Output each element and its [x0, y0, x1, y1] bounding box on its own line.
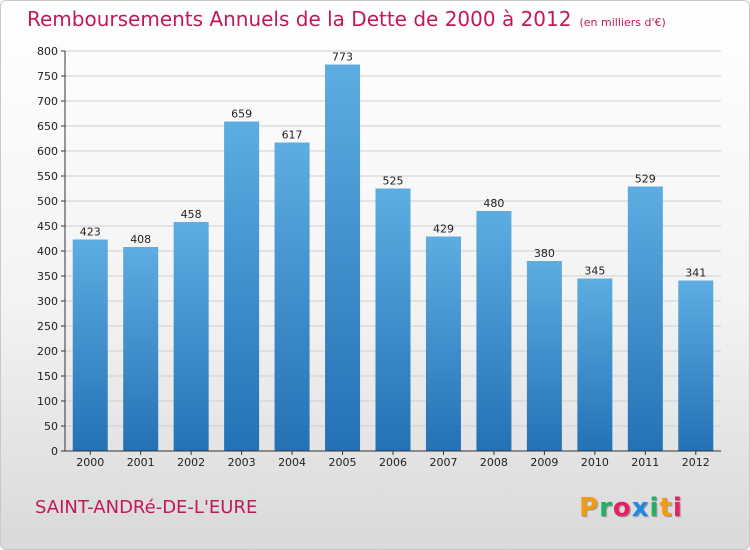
x-tick-label-2004: 2004 — [278, 456, 306, 469]
data-label-2000: 423 — [80, 226, 101, 239]
logo-letter: o — [612, 493, 632, 523]
y-tick-label: 250 — [37, 320, 58, 333]
x-tick-label-2002: 2002 — [177, 456, 205, 469]
chart-title-text: Remboursements Annuels de la Dette de 20… — [27, 7, 572, 31]
bar-2007 — [425, 236, 461, 451]
y-tick-label: 550 — [37, 170, 58, 183]
chart-title: Remboursements Annuels de la Dette de 20… — [27, 7, 666, 31]
logo-letter: i — [649, 493, 660, 523]
bar-2006 — [375, 188, 411, 451]
y-tick-label: 650 — [37, 120, 58, 133]
x-axis-ticks: 2000 2001 2002 2003 2004 2005 2006 2007 2008 2009… — [76, 451, 710, 469]
commune-name: SAINT-ANDRé-DE-L'EURE — [35, 497, 258, 518]
logo-letter: r — [599, 493, 613, 523]
bar-2004 — [274, 142, 310, 451]
bar-2012 — [678, 280, 714, 451]
y-tick-label: 450 — [37, 220, 58, 233]
data-label-2006: 525 — [383, 175, 404, 188]
proxiti-logo: Proxiti — [579, 493, 691, 525]
x-tick-label-2012: 2012 — [682, 456, 710, 469]
y-tick-label: 600 — [37, 145, 58, 158]
x-tick-label-2005: 2005 — [329, 456, 357, 469]
y-tick-label: 350 — [37, 270, 58, 283]
y-tick-label: 100 — [37, 395, 58, 408]
x-tick-label-2011: 2011 — [631, 456, 659, 469]
x-tick-label-2009: 2009 — [530, 456, 558, 469]
x-tick-label-2010: 2010 — [581, 456, 609, 469]
x-tick-label-2008: 2008 — [480, 456, 508, 469]
bar-2005 — [325, 64, 361, 451]
data-label-2010: 345 — [584, 265, 605, 278]
y-tick-label: 150 — [37, 370, 58, 383]
bar-2008 — [476, 211, 512, 451]
logo-letter: t — [659, 493, 673, 523]
y-tick-label: 200 — [37, 345, 58, 358]
bar-2009 — [526, 261, 562, 451]
logo-letter: i — [672, 493, 683, 523]
data-label-2003: 659 — [231, 108, 252, 121]
y-axis-ticks: 0 50 100 150 200 250 300 350 400 450 500 550 600 650 7… — [37, 45, 65, 458]
data-label-2002: 458 — [181, 208, 202, 221]
bar-2000 — [72, 239, 108, 451]
data-labels: 423 408 458 659 617 773 525 429 480 380 345 529 341 — [80, 51, 707, 280]
data-label-2005: 773 — [332, 51, 353, 64]
x-tick-label-2003: 2003 — [228, 456, 256, 469]
y-tick-label: 750 — [37, 70, 58, 83]
x-tick-label-2001: 2001 — [127, 456, 155, 469]
y-tick-label: 400 — [37, 245, 58, 258]
logo-letter: x — [631, 493, 650, 523]
bar-2011 — [627, 186, 663, 451]
y-tick-label: 0 — [51, 445, 58, 458]
y-tick-label: 700 — [37, 95, 58, 108]
data-label-2001: 408 — [130, 233, 151, 246]
data-label-2008: 480 — [483, 197, 504, 210]
bar-2003 — [224, 121, 260, 451]
y-tick-label: 500 — [37, 195, 58, 208]
y-tick-label: 300 — [37, 295, 58, 308]
data-label-2009: 380 — [534, 247, 555, 260]
bar-2010 — [577, 278, 613, 451]
y-tick-label: 800 — [37, 45, 58, 58]
bars — [72, 64, 714, 451]
data-label-2004: 617 — [282, 129, 303, 142]
logo-letter: P — [579, 493, 600, 523]
data-label-2007: 429 — [433, 223, 454, 236]
unit-note: (en milliers d'€) — [579, 16, 666, 29]
bar-2001 — [123, 247, 159, 451]
x-tick-label-2000: 2000 — [76, 456, 104, 469]
data-label-2012: 341 — [685, 267, 706, 280]
data-label-2011: 529 — [635, 173, 656, 186]
y-tick-label: 50 — [44, 420, 58, 433]
x-tick-label-2007: 2007 — [429, 456, 457, 469]
x-tick-label-2006: 2006 — [379, 456, 407, 469]
bar-2002 — [173, 222, 209, 451]
